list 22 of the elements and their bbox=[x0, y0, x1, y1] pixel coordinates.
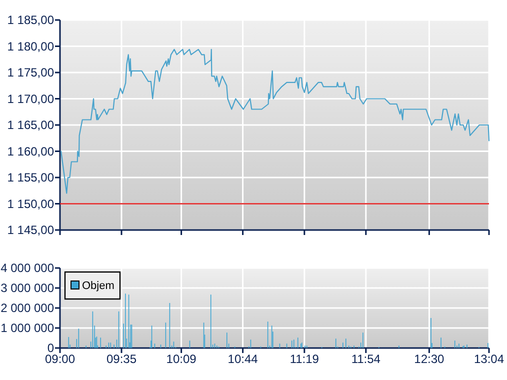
y-tick-label: 1 170,00 bbox=[7, 92, 54, 106]
y-tick-label: 1 185,00 bbox=[7, 13, 54, 28]
x-tick-label: 09:35 bbox=[106, 352, 137, 366]
x-tick-label: 13:04 bbox=[474, 352, 504, 366]
y-tick-label: 3 000 000 bbox=[0, 281, 54, 296]
y-tick-label: 1 150,00 bbox=[7, 196, 54, 211]
x-tick-label: 10:09 bbox=[166, 352, 197, 366]
y-tick-label: 1 145,00 bbox=[7, 223, 54, 238]
line-series bbox=[60, 48, 490, 194]
y-tick-label: 1 165,00 bbox=[7, 118, 54, 132]
y-tick-label: 1 160,00 bbox=[7, 144, 54, 158]
y-tick-label: 1 180,00 bbox=[7, 39, 54, 54]
legend-label: Objem bbox=[82, 280, 114, 292]
y-tick-label: 1 155,00 bbox=[7, 170, 54, 185]
y-tick-label: 1 175,00 bbox=[7, 66, 54, 80]
x-tick-label: 12:30 bbox=[414, 352, 445, 366]
y-tick-label: 1 000 000 bbox=[0, 321, 54, 336]
x-tick-label: 11:19 bbox=[290, 352, 320, 366]
x-tick-label: 11:54 bbox=[351, 352, 381, 366]
x-tick-label: 10:44 bbox=[228, 352, 258, 366]
y-tick-label: 2 000 000 bbox=[0, 301, 54, 316]
y-tick-label: 4 000 000 bbox=[0, 261, 54, 276]
